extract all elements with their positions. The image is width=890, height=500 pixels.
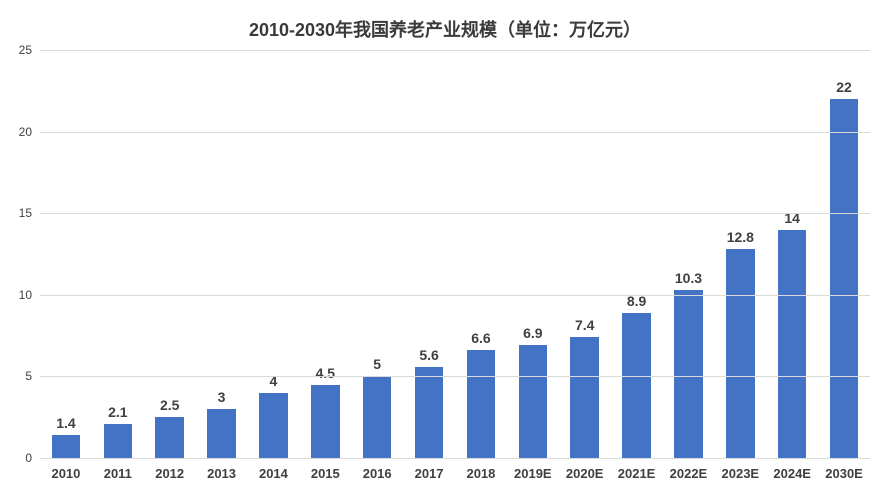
bar	[415, 367, 444, 458]
x-tick-label: 2012	[155, 458, 184, 481]
x-tick-label: 2015	[311, 458, 340, 481]
bar	[104, 424, 133, 458]
bar-value-label: 14	[784, 210, 800, 226]
bar-slot: 4.52015	[299, 50, 351, 458]
bar-slot: 7.42020E	[559, 50, 611, 458]
bar-slot: 32013	[196, 50, 248, 458]
bar	[207, 409, 236, 458]
x-tick-label: 2030E	[825, 458, 863, 481]
gridline	[40, 50, 870, 51]
bar-value-label: 3	[218, 389, 226, 405]
y-tick-label: 5	[25, 369, 40, 383]
bar-value-label: 6.6	[471, 330, 490, 346]
bar	[674, 290, 703, 458]
x-tick-label: 2019E	[514, 458, 552, 481]
x-tick-label: 2020E	[566, 458, 604, 481]
bar-value-label: 12.8	[727, 229, 754, 245]
plot-area: 1.420102.120112.5201232013420144.5201552…	[40, 50, 870, 458]
bar-slot: 222030E	[818, 50, 870, 458]
x-tick-label: 2024E	[773, 458, 811, 481]
x-tick-label: 2018	[466, 458, 495, 481]
y-tick-label: 10	[19, 288, 40, 302]
bar-slot: 5.62017	[403, 50, 455, 458]
bar-slot: 142024E	[766, 50, 818, 458]
x-tick-label: 2021E	[618, 458, 656, 481]
bar-value-label: 22	[836, 79, 852, 95]
bar-value-label: 5	[373, 356, 381, 372]
bar-slot: 52016	[351, 50, 403, 458]
bar	[830, 99, 859, 458]
bar	[155, 417, 184, 458]
bar-value-label: 4.5	[316, 365, 335, 381]
x-tick-label: 2013	[207, 458, 236, 481]
bar	[259, 393, 288, 458]
gridline	[40, 295, 870, 296]
bar	[570, 337, 599, 458]
bar-value-label: 2.5	[160, 397, 179, 413]
bar-slot: 2.52012	[144, 50, 196, 458]
bar-slot: 8.92021E	[611, 50, 663, 458]
bar	[363, 376, 392, 458]
bar-value-label: 2.1	[108, 404, 127, 420]
bar	[52, 435, 81, 458]
gridline	[40, 213, 870, 214]
y-tick-label: 0	[25, 451, 40, 465]
bar	[726, 249, 755, 458]
y-tick-label: 15	[19, 206, 40, 220]
bar-value-label: 4	[270, 373, 278, 389]
bar-value-label: 7.4	[575, 317, 594, 333]
bar-slot: 2.12011	[92, 50, 144, 458]
x-tick-label: 2016	[363, 458, 392, 481]
gridline	[40, 376, 870, 377]
bar-value-label: 1.4	[56, 415, 75, 431]
bar-value-label: 10.3	[675, 270, 702, 286]
bar-slot: 12.82023E	[714, 50, 766, 458]
x-tick-label: 2011	[104, 458, 132, 481]
bar	[519, 345, 548, 458]
bar	[467, 350, 496, 458]
bar	[311, 385, 340, 458]
bar-slot: 6.62018	[455, 50, 507, 458]
chart-container: 2010-2030年我国养老产业规模（单位：万亿元） 1.420102.1201…	[0, 0, 890, 500]
y-tick-label: 20	[19, 125, 40, 139]
bar-slot: 10.32022E	[663, 50, 715, 458]
x-tick-label: 2017	[415, 458, 444, 481]
chart-title: 2010-2030年我国养老产业规模（单位：万亿元）	[0, 16, 890, 42]
bar-value-label: 6.9	[523, 325, 542, 341]
bar	[622, 313, 651, 458]
bar-slot: 1.42010	[40, 50, 92, 458]
x-tick-label: 2010	[51, 458, 80, 481]
bar-value-label: 5.6	[419, 347, 438, 363]
x-tick-label: 2014	[259, 458, 288, 481]
bar	[778, 230, 807, 458]
bar-slot: 6.92019E	[507, 50, 559, 458]
gridline	[40, 132, 870, 133]
gridline	[40, 458, 870, 459]
bar-slot: 42014	[248, 50, 300, 458]
x-tick-label: 2022E	[670, 458, 708, 481]
y-tick-label: 25	[19, 43, 40, 57]
bars-layer: 1.420102.120112.5201232013420144.5201552…	[40, 50, 870, 458]
x-tick-label: 2023E	[722, 458, 760, 481]
